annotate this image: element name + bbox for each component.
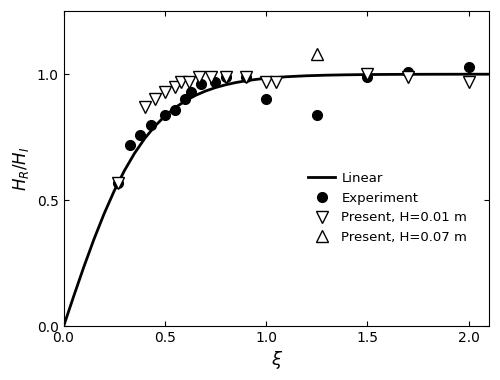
Experiment <box>263 97 269 102</box>
Linear <box>222 82 228 87</box>
Present, H=0.01 m <box>466 79 471 84</box>
Experiment <box>222 74 228 79</box>
Experiment <box>128 142 134 147</box>
Linear <box>60 324 66 329</box>
Experiment <box>115 180 121 185</box>
Present, H=0.01 m <box>162 90 168 94</box>
Present, H=0.01 m <box>186 79 192 84</box>
Linear <box>91 237 97 242</box>
Linear <box>81 265 87 269</box>
Linear <box>152 124 158 129</box>
Present, H=0.01 m <box>208 74 214 79</box>
Experiment <box>198 82 204 87</box>
Experiment <box>212 79 218 84</box>
Experiment <box>405 70 411 74</box>
Linear <box>162 114 168 119</box>
Linear <box>172 106 178 110</box>
Linear <box>253 77 259 82</box>
Experiment <box>364 74 370 79</box>
Linear <box>182 99 188 103</box>
Line: Experiment: Experiment <box>114 62 474 187</box>
Linear <box>304 73 310 78</box>
Line: Linear: Linear <box>64 74 489 326</box>
Present, H=0.01 m <box>142 105 148 109</box>
Present, H=0.01 m <box>243 74 249 79</box>
Experiment <box>466 64 471 69</box>
Present, H=0.01 m <box>178 79 184 84</box>
Linear <box>202 89 208 93</box>
Experiment <box>314 112 320 117</box>
Linear <box>243 79 249 83</box>
Linear <box>344 73 350 77</box>
Linear <box>364 72 370 77</box>
X-axis label: ξ: ξ <box>271 351 281 369</box>
Present, H=0.01 m <box>364 72 370 76</box>
Experiment <box>182 97 188 102</box>
Linear <box>486 72 492 76</box>
Experiment <box>243 74 249 79</box>
Present, H=0.01 m <box>196 74 202 79</box>
Present, H=0.01 m <box>273 79 279 84</box>
Linear <box>425 72 431 76</box>
Present, H=0.01 m <box>263 79 269 84</box>
Experiment <box>172 107 178 112</box>
Linear <box>111 189 117 193</box>
Linear <box>122 169 128 173</box>
Linear <box>405 72 411 77</box>
Present, H=0.01 m <box>222 74 228 79</box>
Line: Present, H=0.01 m: Present, H=0.01 m <box>112 69 474 188</box>
Experiment <box>188 90 194 94</box>
Linear <box>466 72 471 76</box>
Legend: Linear, Experiment, Present, H=0.01 m, Present, H=0.07 m: Linear, Experiment, Present, H=0.01 m, P… <box>302 166 474 250</box>
Y-axis label: $H_R/H_I$: $H_R/H_I$ <box>11 147 31 191</box>
Experiment <box>162 112 168 117</box>
Experiment <box>138 133 143 137</box>
Experiment <box>148 122 154 127</box>
Present, H=0.01 m <box>172 84 178 89</box>
Linear <box>263 76 269 81</box>
Linear <box>142 136 148 141</box>
Linear <box>232 80 238 85</box>
Linear <box>192 93 198 98</box>
Linear <box>101 212 107 216</box>
Linear <box>384 72 390 77</box>
Linear <box>132 151 138 156</box>
Present, H=0.01 m <box>152 97 158 102</box>
Present, H=0.01 m <box>115 180 121 185</box>
Linear <box>284 74 290 79</box>
Present, H=0.01 m <box>405 74 411 79</box>
Linear <box>324 73 330 78</box>
Linear <box>70 294 76 299</box>
Linear <box>212 86 218 90</box>
Linear <box>446 72 452 76</box>
